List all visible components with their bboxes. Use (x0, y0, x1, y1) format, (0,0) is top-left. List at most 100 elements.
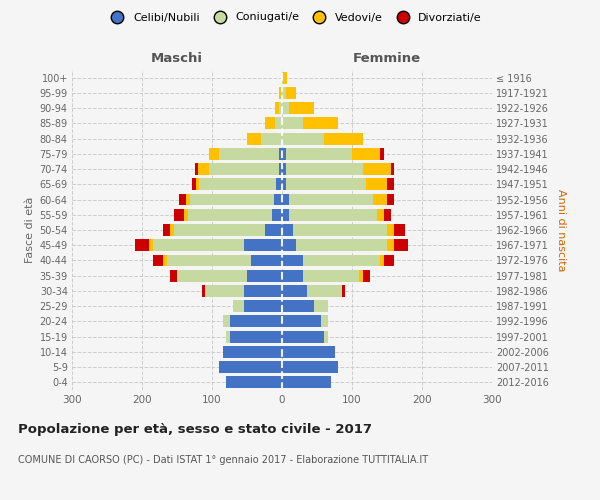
Bar (293, 224, 387, 236)
Bar (303, 254, 380, 266)
Bar (387, 240, 394, 251)
Bar (247, 270, 282, 281)
Bar (167, 254, 251, 266)
Bar (173, 224, 265, 236)
Bar (173, 209, 184, 220)
Bar (170, 224, 173, 236)
Bar (274, 194, 282, 205)
Bar (199, 178, 277, 190)
Bar (282, 240, 296, 251)
Bar (359, 270, 362, 281)
Bar (391, 163, 394, 175)
Bar (202, 285, 205, 297)
Bar (219, 361, 282, 373)
Bar (229, 330, 282, 342)
Bar (163, 224, 170, 236)
Bar (205, 285, 244, 297)
Bar (282, 163, 286, 175)
Bar (275, 102, 278, 114)
Bar (362, 163, 391, 175)
Bar (226, 330, 229, 342)
Bar (324, 132, 362, 144)
Bar (387, 194, 394, 205)
Bar (282, 148, 286, 160)
Bar (366, 178, 387, 190)
Bar (209, 163, 278, 175)
Bar (271, 209, 282, 220)
Bar (265, 224, 282, 236)
Bar (223, 316, 229, 328)
Bar (282, 72, 283, 84)
Bar (282, 300, 314, 312)
Bar (179, 194, 186, 205)
Bar (380, 254, 383, 266)
Bar (289, 102, 314, 114)
Bar (373, 194, 387, 205)
Bar (282, 361, 338, 373)
Bar (387, 224, 394, 236)
Bar (282, 376, 331, 388)
Y-axis label: Fasce di età: Fasce di età (25, 197, 35, 263)
Bar (152, 240, 244, 251)
Y-axis label: Anni di nascita: Anni di nascita (556, 188, 566, 271)
Bar (265, 118, 275, 130)
Bar (135, 240, 149, 251)
Bar (277, 178, 282, 190)
Bar (282, 209, 289, 220)
Text: COMUNE DI CAORSO (PC) - Dati ISTAT 1° gennaio 2017 - Elaborazione TUTTITALIA.IT: COMUNE DI CAORSO (PC) - Dati ISTAT 1° ge… (18, 455, 428, 465)
Bar (187, 209, 271, 220)
Bar (296, 240, 387, 251)
Bar (281, 87, 282, 99)
Bar (352, 148, 380, 160)
Bar (194, 163, 198, 175)
Bar (362, 270, 370, 281)
Bar (244, 285, 282, 297)
Bar (278, 148, 282, 160)
Bar (247, 132, 261, 144)
Bar (394, 224, 404, 236)
Bar (219, 148, 278, 160)
Bar (209, 148, 219, 160)
Bar (193, 178, 196, 190)
Bar (377, 209, 383, 220)
Bar (314, 300, 328, 312)
Legend: Celibi/Nubili, Coniugati/e, Vedovi/e, Divorziati/e: Celibi/Nubili, Coniugati/e, Vedovi/e, Di… (102, 8, 486, 27)
Bar (283, 72, 287, 84)
Bar (226, 376, 282, 388)
Bar (286, 178, 366, 190)
Text: Popolazione per età, sesso e stato civile - 2017: Popolazione per età, sesso e stato civil… (18, 422, 372, 436)
Bar (383, 209, 391, 220)
Bar (380, 148, 383, 160)
Bar (324, 330, 328, 342)
Bar (282, 118, 303, 130)
Bar (186, 194, 190, 205)
Bar (282, 132, 324, 144)
Bar (275, 118, 282, 130)
Bar (289, 194, 373, 205)
Bar (282, 316, 320, 328)
Bar (307, 285, 341, 297)
Bar (244, 240, 282, 251)
Bar (196, 178, 199, 190)
Bar (286, 163, 362, 175)
Bar (282, 346, 335, 358)
Bar (177, 270, 247, 281)
Bar (320, 316, 328, 328)
Bar (282, 285, 307, 297)
Text: Maschi: Maschi (151, 52, 203, 66)
Bar (184, 209, 187, 220)
Bar (261, 132, 282, 144)
Bar (278, 163, 282, 175)
Bar (286, 148, 352, 160)
Bar (303, 270, 359, 281)
Bar (149, 240, 152, 251)
Bar (289, 209, 377, 220)
Bar (282, 178, 286, 190)
Bar (278, 102, 282, 114)
Bar (387, 178, 394, 190)
Text: Femmine: Femmine (353, 52, 421, 66)
Bar (170, 270, 177, 281)
Bar (233, 300, 244, 312)
Bar (279, 87, 281, 99)
Bar (152, 254, 163, 266)
